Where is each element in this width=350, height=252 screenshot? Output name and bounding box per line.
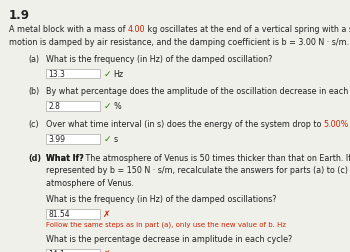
Text: 4.00: 4.00 <box>128 25 145 34</box>
Text: (c): (c) <box>28 120 38 129</box>
Text: 81.54: 81.54 <box>48 210 70 219</box>
Text: 3.99: 3.99 <box>48 135 65 144</box>
Text: By what percentage does the amplitude of the oscillation decrease in each cycle?: By what percentage does the amplitude of… <box>46 87 350 97</box>
Text: kg oscillates at the end of a vertical spring with a spring constant of: kg oscillates at the end of a vertical s… <box>145 25 350 34</box>
Text: ✓: ✓ <box>103 135 111 144</box>
Text: ✗: ✗ <box>103 210 111 219</box>
Text: 5.00%: 5.00% <box>323 120 349 129</box>
FancyBboxPatch shape <box>46 249 100 252</box>
Text: ✓: ✓ <box>103 70 111 79</box>
FancyBboxPatch shape <box>46 69 100 78</box>
Text: %: % <box>114 102 121 111</box>
Text: 2.8: 2.8 <box>48 102 60 111</box>
Text: (a): (a) <box>28 55 39 64</box>
Text: Over what time interval (in s) does the energy of the system drop to: Over what time interval (in s) does the … <box>46 120 323 129</box>
Text: ✓: ✓ <box>103 102 111 111</box>
Text: 1.9: 1.9 <box>9 9 30 22</box>
Text: What If?: What If? <box>46 154 83 163</box>
FancyBboxPatch shape <box>46 134 100 144</box>
Text: represented by b = 150 N · s/m, recalculate the answers for parts (a) to (c) for: represented by b = 150 N · s/m, recalcul… <box>46 166 350 175</box>
Text: A metal block with a mass of: A metal block with a mass of <box>9 25 128 34</box>
Text: What is the frequency (in Hz) of the damped oscillation?: What is the frequency (in Hz) of the dam… <box>46 55 272 64</box>
FancyBboxPatch shape <box>46 209 100 219</box>
Text: (d): (d) <box>28 154 41 163</box>
Text: motion is damped by air resistance, and the damping coefficient is b = 3.00 N · : motion is damped by air resistance, and … <box>9 38 349 47</box>
Text: (b): (b) <box>28 87 39 97</box>
Text: ✗: ✗ <box>103 250 111 252</box>
FancyBboxPatch shape <box>46 101 100 111</box>
Text: 14.1: 14.1 <box>48 250 65 252</box>
Text: What is the frequency (in Hz) of the damped oscillations?: What is the frequency (in Hz) of the dam… <box>46 195 276 204</box>
Text: atmosphere of Venus.: atmosphere of Venus. <box>46 179 133 188</box>
Text: 13.3: 13.3 <box>48 70 65 79</box>
Text: Follow the same steps as in part (a), only use the new value of b. Hz: Follow the same steps as in part (a), on… <box>46 221 286 228</box>
Text: s: s <box>114 135 118 144</box>
Text: What is the percentage decrease in amplitude in each cycle?: What is the percentage decrease in ampli… <box>46 235 292 244</box>
Text: What If?: What If? <box>46 154 83 163</box>
Text: Hz: Hz <box>114 70 124 79</box>
Text: The atmosphere of Venus is 50 times thicker than that on Earth. If the effect of: The atmosphere of Venus is 50 times thic… <box>83 154 350 163</box>
Text: of its initial value?: of its initial value? <box>349 120 350 129</box>
